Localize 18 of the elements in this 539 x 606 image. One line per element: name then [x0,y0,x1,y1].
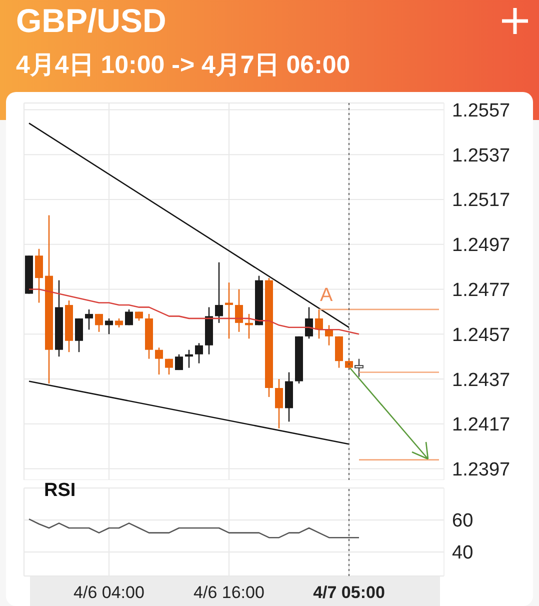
y-tick-label: 1.2437 [452,370,510,391]
y-tick-label: 40 [452,542,474,564]
y-tick-label: 1.2417 [452,414,510,436]
y-tick-label: 1.2457 [452,324,510,346]
x-tick-label: 4/6 16:00 [194,583,264,602]
y-tick-label: 1.2557 [452,100,510,122]
y-tick-label: 1.2517 [452,190,510,212]
chart-title: RSI [44,480,76,502]
annotation: A [320,285,333,307]
x-tick-label: 4/6 04:00 [74,583,144,602]
y-tick-label: 60 [452,510,474,532]
y-tick-label: 1.2497 [452,235,510,256]
y-tick-label: 1.2397 [452,460,510,481]
chart-subtitle: 4月4日 10:00 -> 4月7日 06:00 [16,50,350,81]
y-tick-label: 1.2477 [452,280,510,301]
x-tick-label: 4/7 05:00 [313,583,385,602]
y-tick-label: 1.2537 [452,145,510,166]
chart-title: GBP/USD [16,2,166,40]
